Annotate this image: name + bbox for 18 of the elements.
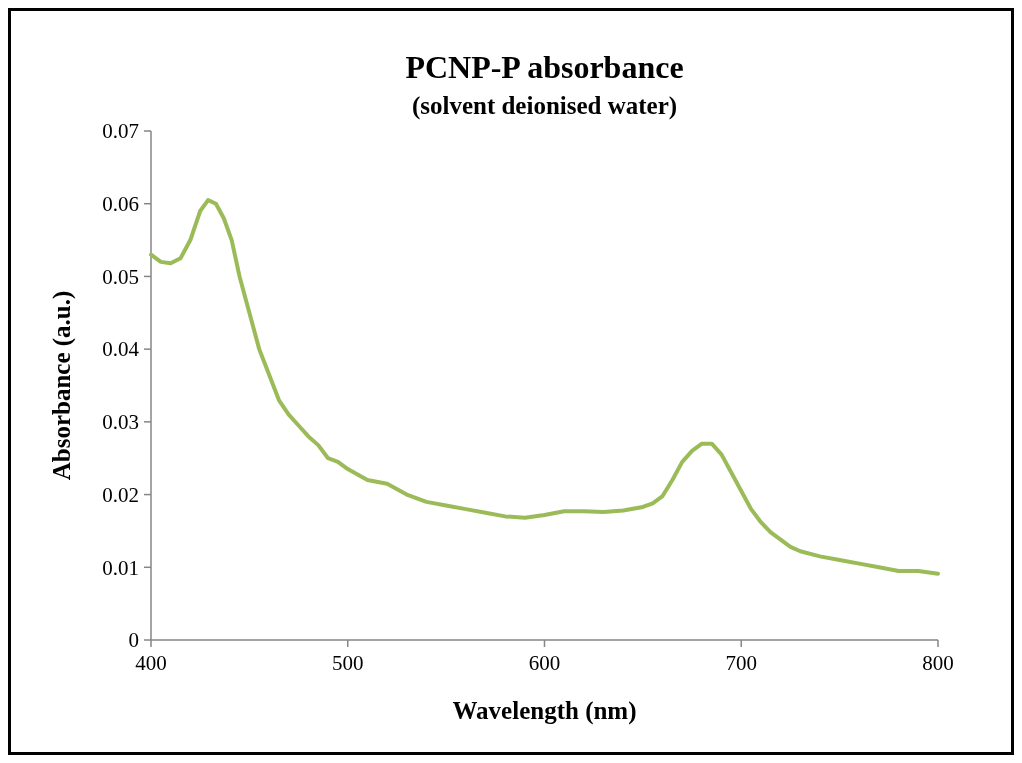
x-tick-label: 400 xyxy=(135,651,167,675)
chart-subtitle: (solvent deionised water) xyxy=(411,92,678,120)
x-tick-label: 500 xyxy=(332,651,364,675)
x-tick-label: 800 xyxy=(922,651,954,675)
chart-title: PCNP-P absorbance xyxy=(405,49,684,85)
y-tick-label: 0.02 xyxy=(102,482,139,507)
x-tick-label: 700 xyxy=(725,651,757,675)
y-tick-label: 0.01 xyxy=(102,555,139,580)
line-series xyxy=(149,198,940,576)
x-axis-title: Wavelength (nm) xyxy=(452,697,637,725)
x-tick-label: 600 xyxy=(528,651,561,675)
y-tick-label: 0.05 xyxy=(102,264,139,289)
y-tick-label: 0 xyxy=(128,628,139,653)
y-axis-title: Absorbance (a.u.) xyxy=(48,290,76,481)
y-tick-label: 0.07 xyxy=(102,119,139,144)
y-tick-label: 0.03 xyxy=(102,410,139,435)
y-tick-label: 0.06 xyxy=(102,192,139,217)
y-tick-label: 0.04 xyxy=(102,337,140,362)
